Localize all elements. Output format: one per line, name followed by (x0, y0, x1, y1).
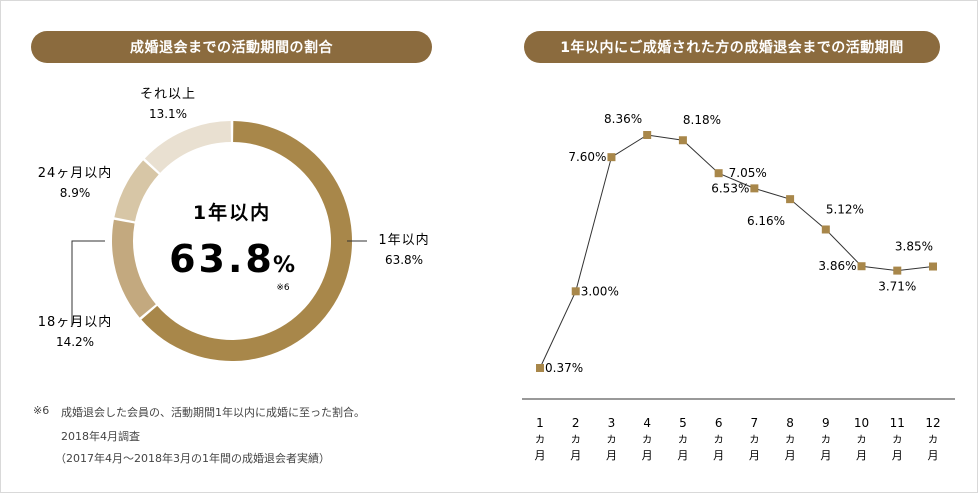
footnote-mark: ※6 (33, 404, 50, 417)
footnote-line2: 2018年4月調査 (61, 430, 140, 443)
footnote-line1: 成婚退会した会員の、活動期間1年以内に成婚に至った割合。 (61, 406, 365, 419)
footnote-line3: （2017年4月〜2018年3月の1年間の成婚退会者実績） (55, 452, 330, 465)
left-panel-heading: 成婚退会までの活動期間の割合 (31, 31, 432, 63)
right-panel-heading: 1年以内にご成婚された方の成婚退会までの活動期間 (524, 31, 940, 63)
